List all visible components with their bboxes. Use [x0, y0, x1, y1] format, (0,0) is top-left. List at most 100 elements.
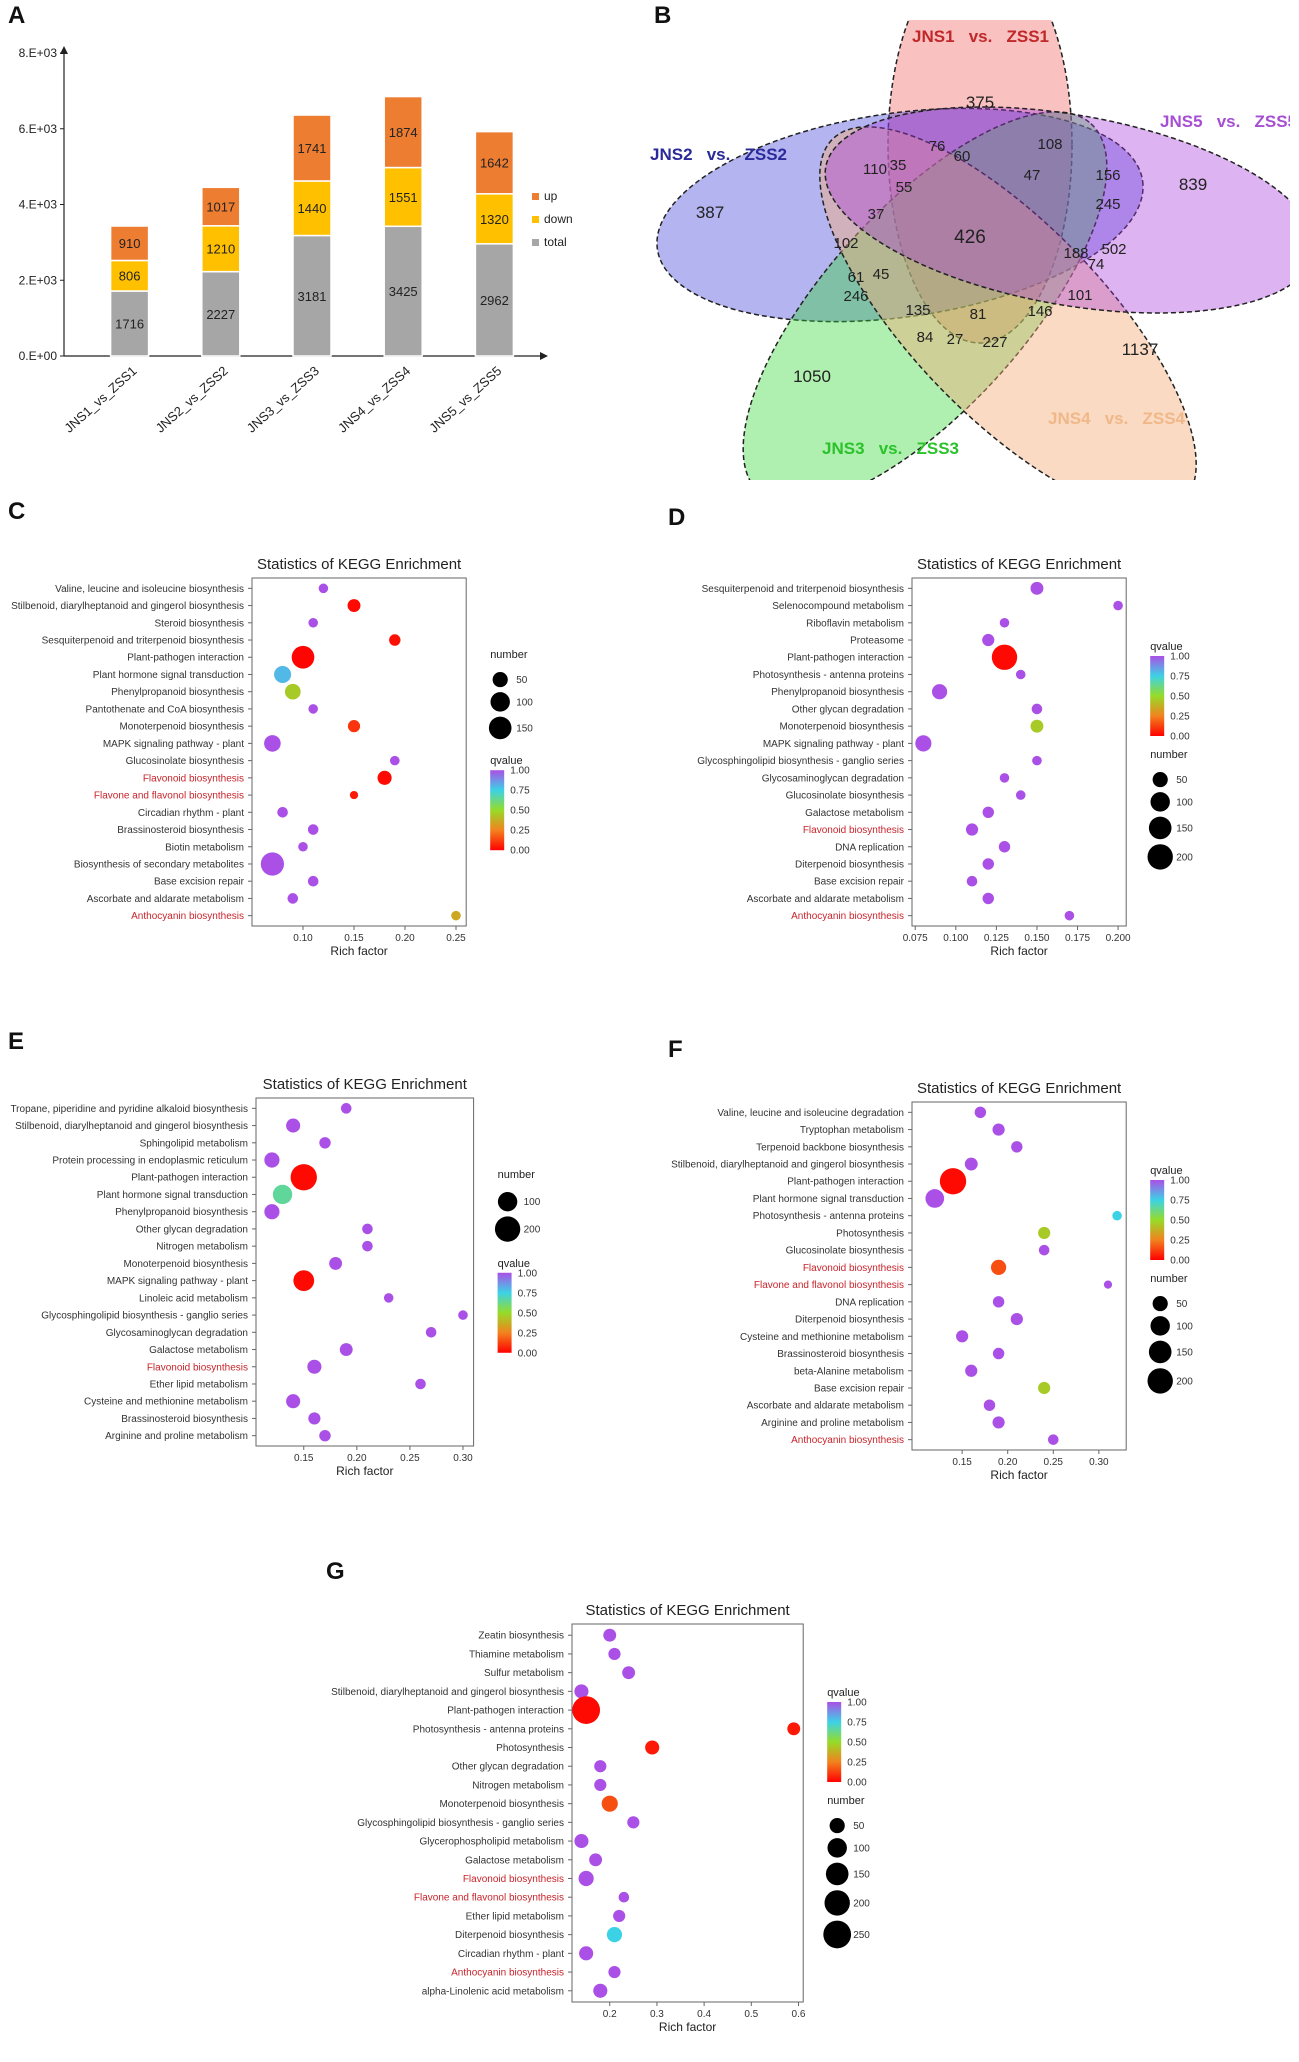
- pathway-label: Anthocyanin biosynthesis: [791, 1435, 904, 1446]
- panel-label-b: B: [654, 2, 672, 29]
- number-legend-dot: [1148, 816, 1172, 840]
- pathway-label: Galactose metabolism: [465, 1855, 564, 1866]
- enrichment-point: [992, 1296, 1005, 1308]
- enrichment-point: [319, 1137, 331, 1149]
- qvalue-tick-label: 1.00: [847, 1698, 867, 1709]
- pathway-label: Plant-pathogen interaction: [131, 1173, 248, 1184]
- enrichment-point: [339, 1343, 353, 1356]
- venn-count-3: 1050: [793, 367, 831, 386]
- qvalue-tick-label: 0.75: [518, 1288, 538, 1299]
- enrichment-point: [925, 1189, 945, 1208]
- y-tick-label: 6.E+03: [19, 122, 58, 136]
- x-tick-label: 0.4: [697, 2009, 711, 2020]
- pathway-label: Plant hormone signal transduction: [97, 1190, 248, 1201]
- pathway-label: Glucosinolate biosynthesis: [126, 756, 244, 767]
- number-legend-title: number: [498, 1169, 536, 1181]
- pathway-label: Base excision repair: [154, 877, 245, 888]
- enrichment-point: [974, 1106, 987, 1119]
- pathway-label: Photosynthesis: [496, 1743, 564, 1754]
- qvalue-legend-title: qvalue: [498, 1258, 530, 1270]
- x-tick-label: 0.5: [744, 2009, 758, 2020]
- pathway-label: Other glycan degradation: [136, 1224, 248, 1235]
- enrichment-point: [307, 875, 319, 887]
- x-tick-label: 0.3: [650, 2009, 664, 2020]
- pathway-label: Glycosphingolipid biosynthesis - ganglio…: [357, 1818, 564, 1829]
- enrichment-point: [291, 645, 315, 669]
- bar-down: [109, 259, 150, 292]
- qvalue-tick-label: 0.50: [847, 1738, 867, 1749]
- pathway-label: Flavonoid biosynthesis: [147, 1362, 248, 1373]
- enrichment-point: [965, 1364, 978, 1377]
- qvalue-tick-label: 0.75: [847, 1718, 867, 1729]
- enrichment-point: [618, 1891, 630, 1903]
- number-legend-label: 200: [853, 1898, 870, 1909]
- enrichment-point: [260, 852, 285, 876]
- pathway-label: Biotin metabolism: [165, 842, 244, 853]
- number-legend-dot: [827, 1838, 847, 1858]
- pathway-label: Plant hormone signal transduction: [753, 1194, 904, 1205]
- x-axis-title: Rich factor: [336, 1464, 393, 1478]
- venn-count-25: 227: [982, 334, 1007, 351]
- enrichment-point: [594, 1760, 607, 1773]
- venn-set-2-ellipse: [656, 107, 1144, 323]
- qvalue-tick-label: 1.00: [518, 1268, 538, 1279]
- enrichment-point: [594, 1778, 607, 1792]
- x-tick-label: 0.200: [1106, 933, 1131, 944]
- qvalue-colorbar: [1150, 656, 1165, 736]
- chart-title: Statistics of KEGG Enrichment: [917, 1080, 1122, 1097]
- legend-swatch-down: [532, 216, 539, 223]
- kegg-bubble-chart-f: Statistics of KEGG Enrichment Valine, leu…: [671, 1080, 1193, 1482]
- pathway-label: Nitrogen metabolism: [472, 1780, 564, 1791]
- pathway-label: Tropane, piperidine and pyridine alkaloi…: [10, 1104, 248, 1115]
- venn-count-11: 156: [1095, 167, 1120, 184]
- enrichment-point: [264, 735, 281, 752]
- enrichment-point: [1064, 910, 1075, 921]
- enrichment-point: [347, 599, 361, 613]
- number-legend-dot: [1147, 1368, 1173, 1394]
- pathway-label: Photosynthesis - antenna proteins: [753, 1211, 904, 1222]
- pathway-label: Glucosinolate biosynthesis: [786, 791, 904, 802]
- enrichment-point: [389, 634, 401, 646]
- legend-swatch-total: [532, 239, 539, 246]
- pathway-label: Plant-pathogen interaction: [447, 1706, 564, 1717]
- x-tick-label: 0.10: [293, 933, 313, 944]
- qvalue-tick-label: 1.00: [1170, 1176, 1190, 1187]
- bar-value-label: 3181: [298, 289, 327, 304]
- enrichment-point: [274, 665, 292, 683]
- enrichment-point: [627, 1816, 640, 1829]
- enrichment-point: [964, 1157, 978, 1171]
- y-tick-label: 4.E+03: [19, 198, 58, 212]
- enrichment-point: [578, 1870, 594, 1887]
- bar-value-label: 1741: [298, 141, 327, 156]
- pathway-label: Plant-pathogen interaction: [787, 653, 904, 664]
- number-legend-title: number: [490, 649, 528, 661]
- pathway-label: Ether lipid metabolism: [150, 1379, 248, 1390]
- qvalue-tick-label: 1.00: [1170, 652, 1190, 663]
- bar-total: [109, 290, 150, 357]
- number-legend-label: 100: [524, 1197, 541, 1208]
- qvalue-tick-label: 0.50: [1170, 1216, 1190, 1227]
- number-legend-label: 250: [853, 1930, 870, 1941]
- qvalue-tick-label: 0.00: [1170, 1256, 1190, 1267]
- pathway-label: Zeatin biosynthesis: [478, 1631, 564, 1642]
- pathway-label: Sphingolipid metabolism: [140, 1138, 248, 1149]
- pathway-label: Brassinosteroid biosynthesis: [121, 1414, 248, 1425]
- enrichment-point: [277, 807, 288, 818]
- enrichment-point: [787, 1722, 801, 1736]
- pathway-label: DNA replication: [835, 842, 904, 853]
- venn-count-1: 375: [966, 93, 994, 112]
- pathway-label: Monoterpenoid biosynthesis: [439, 1799, 564, 1810]
- pathway-label: Arginine and proline metabolism: [105, 1431, 248, 1442]
- pathway-label: Glycerophospholipid metabolism: [419, 1837, 564, 1848]
- enrichment-point: [982, 806, 994, 819]
- enrichment-point: [390, 755, 400, 766]
- enrichment-point: [991, 644, 1018, 670]
- enrichment-point: [593, 1983, 608, 1998]
- pathway-label: Steroid biosynthesis: [155, 618, 245, 629]
- number-legend-dot: [1152, 772, 1168, 788]
- enrichment-point: [999, 773, 1010, 783]
- bar-down: [474, 193, 515, 245]
- x-tick-label: 0.2: [603, 2009, 617, 2020]
- venn-set-3-label: JNS3 vs. ZSS3: [822, 439, 959, 458]
- plot-area: [571, 1623, 804, 2003]
